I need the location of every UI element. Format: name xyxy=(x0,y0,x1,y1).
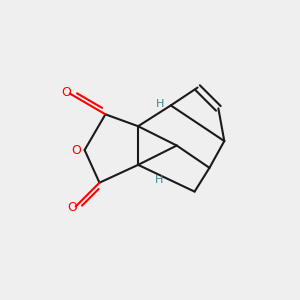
Text: O: O xyxy=(67,202,77,214)
Text: H: H xyxy=(155,175,163,185)
Text: H: H xyxy=(156,99,165,109)
Text: O: O xyxy=(61,85,71,98)
Text: O: O xyxy=(71,143,81,157)
